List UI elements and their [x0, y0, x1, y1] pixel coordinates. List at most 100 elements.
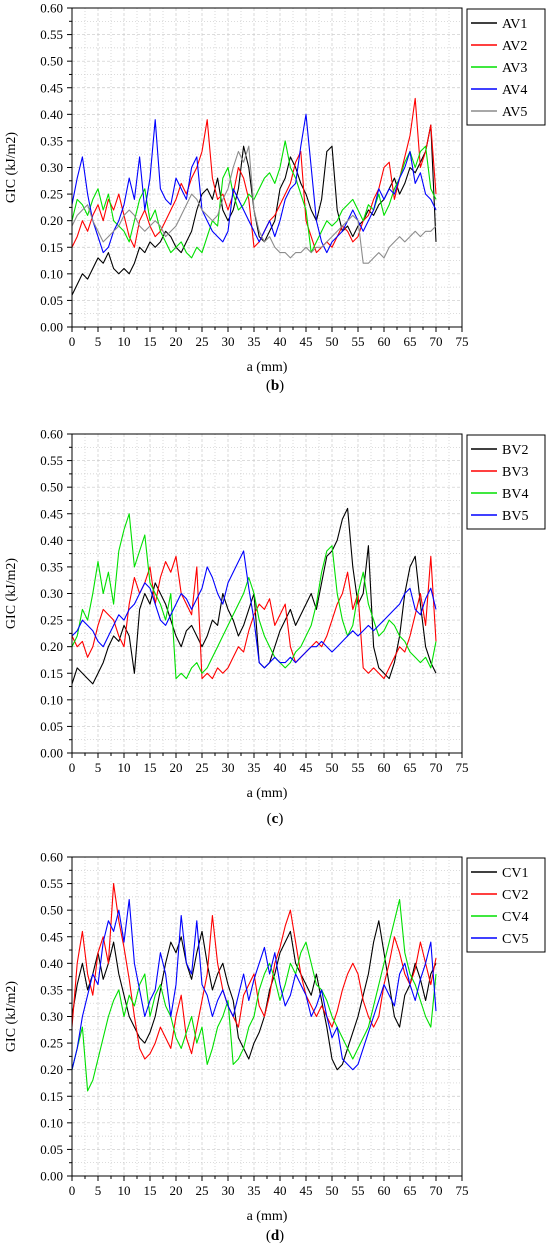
x-tick-label: 15	[144, 760, 157, 775]
x-axis-title: a (mm)	[247, 1209, 288, 1223]
x-axis-title: a (mm)	[247, 360, 288, 375]
y-tick-label: 0.10	[40, 692, 63, 707]
x-tick-label: 15	[144, 1183, 157, 1198]
x-axis: 0 5 10 15 20 25 30 35 40 45 50 55 60 65 70 75	[69, 753, 469, 775]
legend-label-cv2: CV2	[502, 888, 528, 903]
y-tick-label: 0.55	[40, 453, 63, 468]
x-tick-label: 0	[69, 334, 76, 349]
y-axis-title: GIC (kJ/m2)	[4, 132, 19, 204]
x-tick-label: 35	[248, 760, 261, 775]
y-tick-label: 0.40	[40, 956, 63, 971]
x-tick-label: 50	[326, 334, 339, 349]
series-line-cv1	[71, 920, 437, 1071]
legend-label-bv5: BV5	[502, 509, 528, 524]
x-tick-label: 75	[456, 1183, 469, 1198]
legend-label-av3: AV3	[502, 61, 527, 76]
series-line-cv5	[71, 898, 437, 1071]
x-tick-label: 70	[430, 1183, 443, 1198]
y-tick-label: 0.35	[40, 133, 63, 148]
x-tick-label: 15	[144, 334, 157, 349]
x-tick-label: 60	[378, 1183, 391, 1198]
y-tick-label: 0.60	[40, 1, 63, 16]
legend-label-av1: AV1	[502, 17, 527, 32]
x-tick-label: 5	[95, 760, 102, 775]
x-tick-label: 40	[274, 760, 287, 775]
y-tick-label: 0.15	[40, 666, 63, 681]
y-tick-label: 0.50	[40, 54, 63, 69]
y-tick-label: 0.00	[40, 746, 63, 761]
y-tick-label: 0.35	[40, 559, 63, 574]
y-tick-label: 0.20	[40, 1062, 63, 1077]
x-tick-label: 20	[170, 760, 183, 775]
chart-c: 0 5 10 15 20 25 30 35 40 45 50 55 60 65 70 75 a (mm) 0.00…	[4, 427, 546, 800]
y-tick-label: 0.20	[40, 213, 63, 228]
x-axis-title: a (mm)	[247, 786, 288, 800]
series-line-av4	[71, 113, 437, 254]
x-axis: 0 5 10 15 20 25 30 35 40 45 50 55 60 65 70 75	[69, 1176, 469, 1198]
y-tick-label: 0.25	[40, 1036, 63, 1051]
x-tick-label: 25	[196, 760, 209, 775]
series-group	[71, 97, 437, 296]
x-tick-label: 10	[118, 1183, 131, 1198]
chart-panel-d: 0 5 10 15 20 25 30 35 40 45 50 55 60 65 70 75 a (mm) 0.00…	[0, 843, 550, 1255]
x-axis: 0 5 10 15 20 25 30 35 40 45 50 55 60 65 70 75	[69, 327, 469, 349]
x-tick-label: 30	[222, 334, 235, 349]
y-tick-label: 0.45	[40, 506, 63, 521]
y-tick-label: 0.50	[40, 903, 63, 918]
y-tick-label: 0.40	[40, 533, 63, 548]
chart-panel-b: 0 5 10 15 20 25 30 35 40 45 50 55 60 65 70 75 a (mm) 0.00…	[0, 0, 550, 400]
y-tick-label: 0.30	[40, 586, 63, 601]
y-tick-label: 0.25	[40, 613, 63, 628]
x-tick-label: 60	[378, 334, 391, 349]
chart-b: 0 5 10 15 20 25 30 35 40 45 50 55 60 65 70 75 a (mm) 0.00…	[4, 1, 546, 375]
x-tick-label: 50	[326, 1183, 339, 1198]
chart-panel-c: 0 5 10 15 20 25 30 35 40 45 50 55 60 65 70 75 a (mm) 0.00…	[0, 420, 550, 840]
x-tick-label: 75	[456, 334, 469, 349]
legend-box	[466, 434, 546, 530]
x-tick-label: 40	[274, 1183, 287, 1198]
legend: BV2 BV3 BV4 BV5	[466, 434, 546, 530]
y-tick-label: 0.30	[40, 1009, 63, 1024]
x-tick-label: 65	[404, 760, 417, 775]
x-tick-label: 35	[248, 334, 261, 349]
x-tick-label: 45	[300, 334, 313, 349]
x-tick-label: 25	[196, 1183, 209, 1198]
x-tick-label: 0	[69, 1183, 76, 1198]
x-tick-label: 55	[352, 760, 365, 775]
series-line-av5	[71, 145, 437, 264]
series-line-cv2	[71, 883, 437, 1060]
series-line-av2	[71, 97, 437, 254]
y-tick-label: 0.15	[40, 240, 63, 255]
x-tick-label: 40	[274, 334, 287, 349]
series-line-cv4	[71, 898, 437, 1092]
x-tick-label: 5	[95, 1183, 102, 1198]
x-tick-label: 0	[69, 760, 76, 775]
y-tick-label: 0.05	[40, 1142, 63, 1157]
y-tick-label: 0.30	[40, 160, 63, 175]
legend-label-av2: AV2	[502, 39, 527, 54]
y-axis-title: GIC (kJ/m2)	[4, 981, 19, 1053]
x-tick-label: 70	[430, 760, 443, 775]
y-tick-label: 0.45	[40, 80, 63, 95]
legend: AV1 AV2 AV3 AV4 AV5	[466, 8, 546, 126]
panel-caption-d: (d)	[265, 1228, 285, 1244]
series-line-bv3	[71, 555, 437, 680]
x-tick-label: 45	[300, 760, 313, 775]
x-tick-label: 65	[404, 1183, 417, 1198]
y-tick-label: 0.60	[40, 850, 63, 865]
legend-label-cv5: CV5	[502, 932, 528, 947]
y-tick-label: 0.10	[40, 1115, 63, 1130]
y-tick-label: 0.55	[40, 27, 63, 42]
y-tick-label: 0.15	[40, 1089, 63, 1104]
y-axis: 0.00 0.05 0.10 0.15 0.20 0.25 0.30 0.35 0.40 0.45…	[40, 1, 72, 335]
series-line-bv4	[71, 513, 437, 680]
y-tick-label: 0.35	[40, 982, 63, 997]
x-tick-label: 25	[196, 334, 209, 349]
x-tick-label: 10	[118, 760, 131, 775]
legend-label-cv1: CV1	[502, 866, 528, 881]
y-tick-label: 0.05	[40, 293, 63, 308]
x-tick-label: 55	[352, 1183, 365, 1198]
y-tick-label: 0.60	[40, 427, 63, 442]
series-group	[71, 507, 437, 685]
y-tick-label: 0.00	[40, 320, 63, 335]
